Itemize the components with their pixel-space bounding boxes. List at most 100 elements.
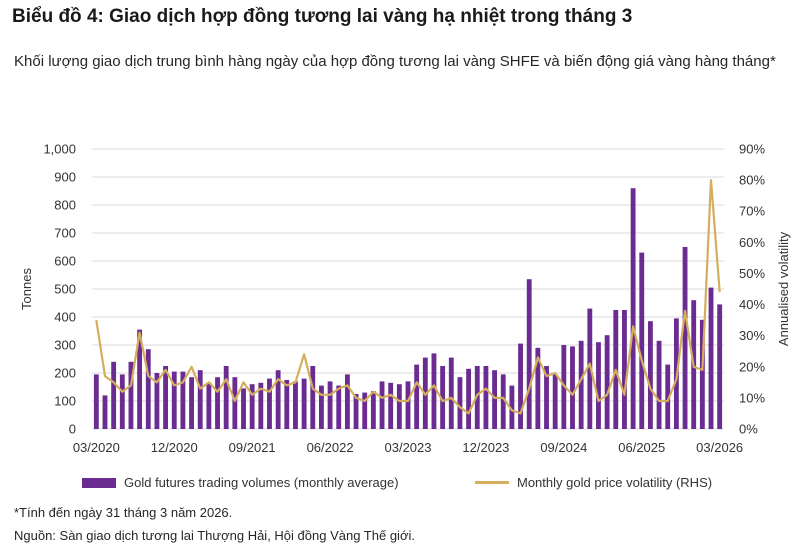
- volume-bar: [717, 304, 723, 429]
- volume-bar: [206, 382, 212, 429]
- volume-bar: [518, 343, 523, 429]
- volume-bar: [622, 310, 627, 429]
- volume-bar: [500, 374, 506, 429]
- right-axis-ticks: 0% 10% 20% 30% 40% 50% 60% 70% 80% 90%: [739, 142, 765, 437]
- combo-chart: 0 100 200 300 400 500 600 700 800 900 1,000 0% 10% 2…: [19, 142, 791, 456]
- volume-bar: [137, 329, 143, 429]
- x-tick-label: 09/2021: [229, 440, 276, 455]
- volume-bar: [353, 394, 359, 429]
- volume-bar: [630, 188, 636, 429]
- chart-title: Biểu đồ 4: Giao dịch hợp đồng tương lai …: [12, 6, 633, 27]
- y-tick-label: 400: [54, 310, 76, 325]
- y-tick-label: 1,000: [43, 142, 76, 157]
- volume-bar: [570, 346, 575, 429]
- x-tick-label: 03/2023: [385, 440, 432, 455]
- y2-tick-label: 50%: [739, 266, 765, 281]
- volume-bar: [440, 366, 446, 429]
- volume-bar: [457, 377, 463, 429]
- x-axis-ticks: 03/2020 12/2020 09/2021 06/2022 03/2023 12/20…: [73, 440, 743, 455]
- volume-bar: [656, 340, 662, 429]
- x-tick-label: 12/2023: [462, 440, 509, 455]
- volume-bar: [699, 319, 705, 429]
- volume-bar: [223, 366, 229, 429]
- y-tick-label: 600: [54, 254, 76, 269]
- footnote: *Tính đến ngày 31 tháng 3 năm 2026.: [14, 505, 233, 520]
- y-tick-label: 900: [54, 170, 76, 185]
- volume-bar: [171, 371, 177, 429]
- volume-bar: [180, 371, 186, 429]
- volume-bar: [284, 380, 290, 429]
- volume-bar: [448, 357, 454, 429]
- volume-bar: [319, 385, 324, 429]
- volume-bar: [708, 287, 714, 429]
- y-tick-label: 0: [69, 422, 76, 437]
- volume-bar: [578, 340, 584, 429]
- volume-bar: [327, 381, 333, 429]
- volume-bar: [466, 368, 472, 429]
- y-tick-label: 200: [54, 366, 76, 381]
- volume-bar: [249, 384, 255, 429]
- volume-bar: [293, 381, 298, 429]
- y-tick-label: 500: [54, 282, 76, 297]
- volume-bar: [544, 366, 549, 429]
- volume-bar: [665, 364, 671, 429]
- volume-bar: [128, 361, 134, 429]
- legend-swatch-bar: [82, 477, 116, 488]
- volume-bar: [431, 353, 437, 429]
- volume-bar: [336, 385, 342, 429]
- x-tick-label: 06/2022: [307, 440, 354, 455]
- y2-tick-label: 0%: [739, 422, 758, 437]
- y-tick-label: 300: [54, 338, 76, 353]
- source-note: Nguồn: Sàn giao dịch tương lai Thượng Hả…: [14, 528, 415, 543]
- volume-bar: [93, 374, 99, 429]
- volume-bar: [639, 252, 645, 429]
- y-axis-title: Tonnes: [19, 268, 34, 310]
- legend-label-volumes: Gold futures trading volumes (monthly av…: [124, 475, 399, 490]
- y-tick-label: 800: [54, 198, 76, 213]
- volume-bar: [474, 366, 480, 429]
- volume-bar: [163, 366, 169, 429]
- volume-bar: [189, 377, 194, 429]
- volume-bar: [301, 378, 307, 429]
- left-axis-ticks: 0 100 200 300 400 500 600 700 800 900 1,000: [43, 142, 76, 437]
- volume-bar: [197, 370, 203, 429]
- volume-bar: [587, 308, 593, 429]
- volume-bar: [396, 384, 402, 429]
- x-tick-label: 06/2025: [618, 440, 665, 455]
- volume-bar: [552, 374, 558, 429]
- y-tick-label: 700: [54, 226, 76, 241]
- volume-bar: [604, 335, 610, 429]
- y2-tick-label: 20%: [739, 359, 765, 374]
- y2-tick-label: 30%: [739, 328, 765, 343]
- volume-bar: [275, 370, 281, 429]
- y2-tick-label: 80%: [739, 173, 765, 188]
- volume-bar: [111, 361, 117, 429]
- volume-bar: [241, 388, 246, 429]
- volume-bars: [93, 188, 723, 429]
- legend-swatch-line: [475, 481, 509, 484]
- x-tick-label: 12/2020: [151, 440, 198, 455]
- volume-bar: [310, 366, 316, 429]
- volume-bar: [535, 347, 541, 429]
- volume-bar: [267, 378, 272, 429]
- volume-bar: [647, 321, 653, 429]
- volume-bar: [344, 374, 350, 429]
- y2-tick-label: 60%: [739, 235, 765, 250]
- y2-tick-label: 40%: [739, 297, 765, 312]
- volume-bar: [215, 377, 220, 429]
- volume-bar: [232, 377, 238, 429]
- volume-bar: [405, 381, 411, 429]
- volume-bar: [258, 382, 264, 429]
- y2-axis-title: Annualised volatility: [776, 231, 791, 346]
- legend: Gold futures trading volumes (monthly av…: [82, 475, 802, 495]
- volume-bar: [145, 349, 151, 429]
- y2-tick-label: 90%: [739, 142, 765, 157]
- volume-bar: [379, 381, 385, 429]
- x-tick-label: 03/2026: [696, 440, 743, 455]
- volume-bar: [682, 247, 688, 429]
- x-tick-label: 09/2024: [540, 440, 587, 455]
- volume-bar: [370, 391, 376, 429]
- volume-bar: [362, 392, 368, 429]
- volume-bar: [492, 370, 497, 429]
- y2-tick-label: 10%: [739, 390, 765, 405]
